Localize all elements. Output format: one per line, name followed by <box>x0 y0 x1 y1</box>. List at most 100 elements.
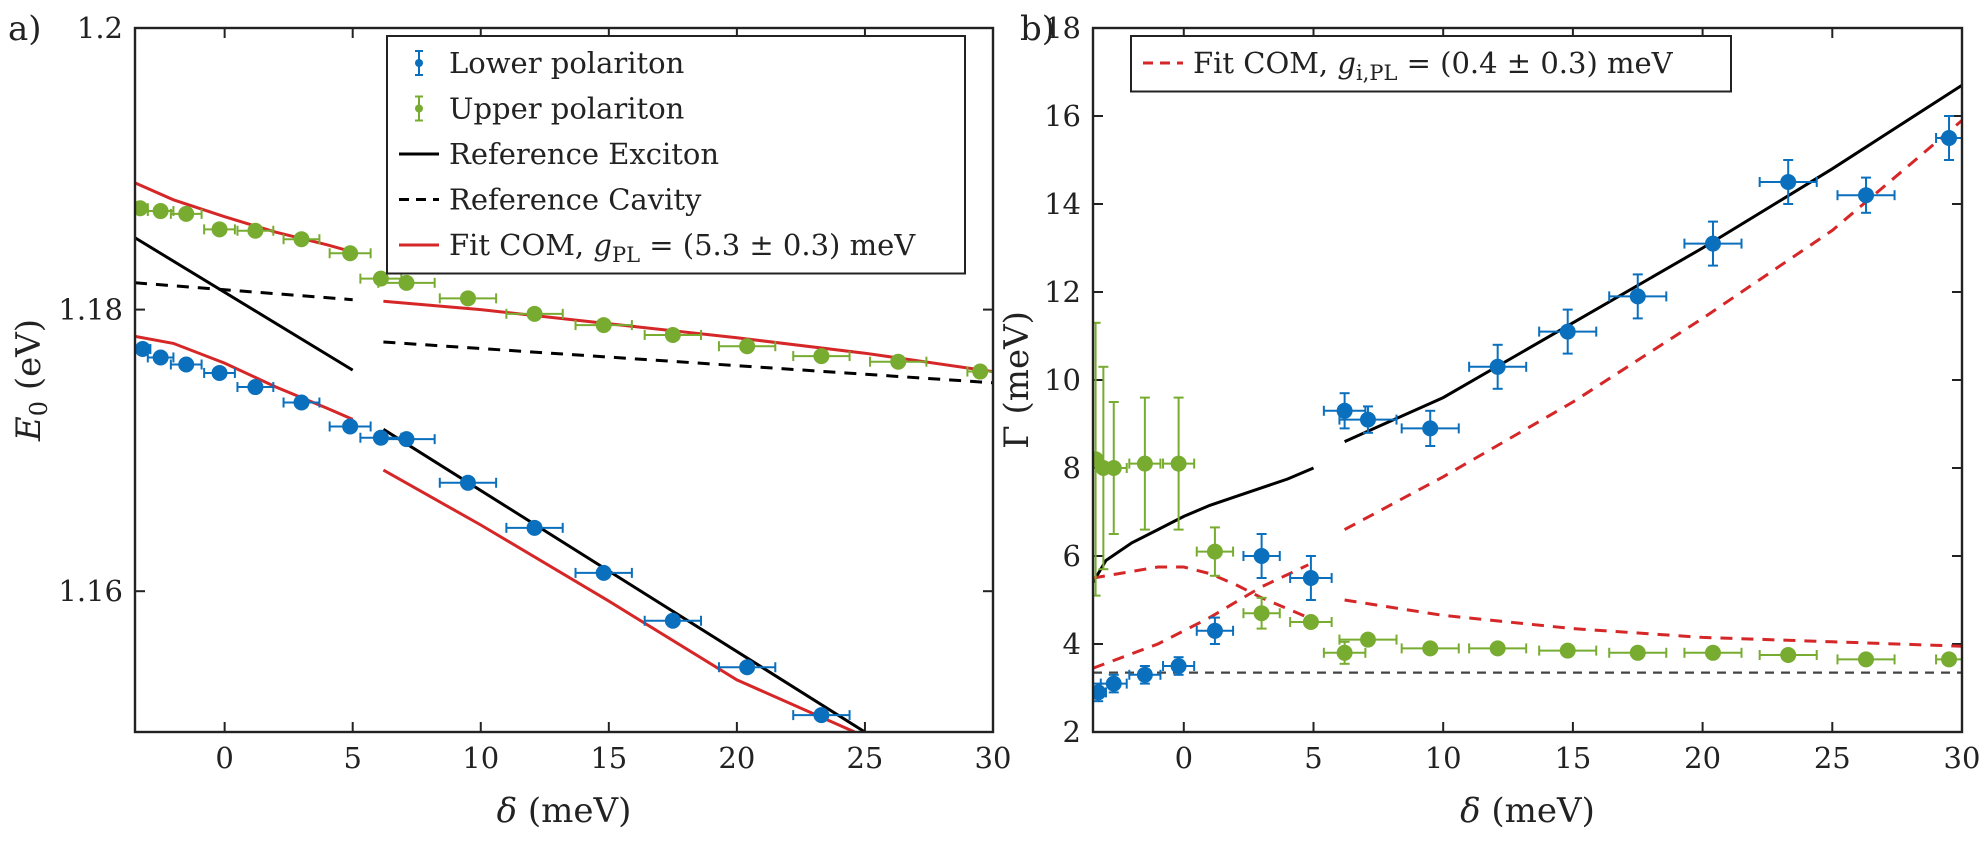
upper-marker <box>1136 455 1153 472</box>
fit-line <box>135 181 354 254</box>
lower-marker <box>1858 187 1875 204</box>
upper-marker <box>342 245 359 262</box>
legend-swatch-marker <box>415 104 423 113</box>
lower-marker <box>664 612 681 629</box>
lower-point <box>1128 665 1162 685</box>
upper-point <box>1538 642 1598 659</box>
lower-point <box>236 379 275 396</box>
upper-marker <box>1858 651 1875 668</box>
lower-point <box>1400 409 1460 447</box>
lower-point <box>643 612 703 629</box>
upper-marker <box>1206 543 1223 560</box>
lower-point <box>359 429 403 446</box>
lower-marker <box>1105 675 1122 692</box>
lower-point <box>1683 220 1743 267</box>
upper-point <box>643 326 703 343</box>
axes-frame <box>133 26 995 734</box>
y-tick-label: 4 <box>1063 627 1081 661</box>
lower-marker <box>1629 288 1646 305</box>
lower-point <box>328 418 372 435</box>
lower-marker <box>342 418 359 435</box>
fit-line <box>382 468 856 732</box>
x-tick-label: 15 <box>590 741 627 775</box>
upper-marker <box>1253 605 1270 622</box>
upper-point <box>1322 640 1367 665</box>
x-tick-label: 5 <box>1304 741 1322 775</box>
upper-point <box>169 205 203 222</box>
y-axis-label: E0 (eV) <box>9 319 53 442</box>
exciton-line <box>382 428 866 732</box>
legend-swatch-marker <box>415 59 423 67</box>
legend-label: Fit COM, gPL = (5.3 ± 0.3) meV <box>449 228 916 267</box>
upper-point <box>282 231 321 248</box>
lower-marker <box>178 356 195 373</box>
upper-marker <box>813 348 830 365</box>
upper-marker <box>972 363 989 380</box>
y-tick-label: 8 <box>1063 451 1081 485</box>
lower-marker <box>1302 570 1319 586</box>
lower-point <box>1099 673 1128 694</box>
y-tick-label: 18 <box>1044 11 1081 45</box>
x-tick-label: 0 <box>215 741 233 775</box>
y-tick-label: 1.16 <box>58 574 123 608</box>
upper-point <box>203 221 236 238</box>
panel-a-energy-chart: 0 5 10 15 20 25 30 1.16 1.18 1.2 a) δ (meV) E0 (eV) L… <box>8 9 1011 831</box>
upper-point <box>328 245 372 262</box>
lower-marker <box>1359 411 1376 428</box>
upper-point <box>377 274 436 291</box>
x-tick-label: 20 <box>1684 741 1721 775</box>
lower-marker <box>1489 358 1506 375</box>
fit-line <box>1343 119 1962 531</box>
panel-label: a) <box>8 9 42 49</box>
fit-line <box>1093 563 1309 670</box>
upper-marker <box>595 317 612 334</box>
lower-point <box>1195 616 1235 645</box>
upper-marker <box>152 203 169 220</box>
lower-point <box>1758 159 1818 205</box>
lower-marker <box>813 707 830 724</box>
legend: Fit COM, gi,PL = (0.4 ± 0.3) meV <box>1130 35 1732 93</box>
lower-marker <box>398 431 415 448</box>
legend-item-exciton: Reference Exciton <box>399 137 719 171</box>
lower-marker <box>1170 658 1187 674</box>
upper-marker <box>135 200 149 217</box>
lower-marker <box>152 349 169 366</box>
lower-point <box>1162 656 1196 676</box>
upper-point <box>1836 651 1896 668</box>
upper-marker <box>211 221 228 238</box>
lower-marker <box>595 564 612 581</box>
x-tick-label: 0 <box>1175 741 1193 775</box>
upper-point <box>236 222 275 239</box>
lower-marker <box>459 474 476 491</box>
lower-point <box>169 356 203 373</box>
legend: Lower polariton Upper polariton Reference … <box>386 35 966 275</box>
upper-marker <box>664 326 681 343</box>
lower-marker <box>1780 174 1797 190</box>
lower-point <box>203 364 236 381</box>
x-tick-label: 10 <box>1425 741 1462 775</box>
exciton-line <box>1093 466 1315 584</box>
cavity-line <box>383 340 993 385</box>
upper-marker <box>1489 640 1506 657</box>
lower-point <box>1322 392 1367 430</box>
y-tick-label: 12 <box>1044 275 1081 309</box>
exciton-line <box>135 236 354 372</box>
upper-marker <box>1170 455 1187 472</box>
upper-marker <box>1359 631 1376 648</box>
lower-point <box>1289 555 1333 601</box>
upper-marker <box>890 353 907 370</box>
upper-marker <box>1780 647 1797 663</box>
legend-box <box>1130 35 1732 93</box>
lower-point <box>717 659 777 676</box>
y-tick-label: 14 <box>1044 187 1081 221</box>
lower-marker <box>293 394 310 411</box>
lower-marker <box>135 341 151 358</box>
lower-point <box>505 519 564 536</box>
upper-marker <box>293 231 310 248</box>
lower-marker <box>1253 548 1270 564</box>
x-tick-label: 30 <box>975 741 1012 775</box>
upper-point <box>717 338 777 355</box>
lower-marker <box>1206 622 1223 639</box>
lower-point <box>282 394 321 411</box>
lower-point <box>1836 176 1896 214</box>
